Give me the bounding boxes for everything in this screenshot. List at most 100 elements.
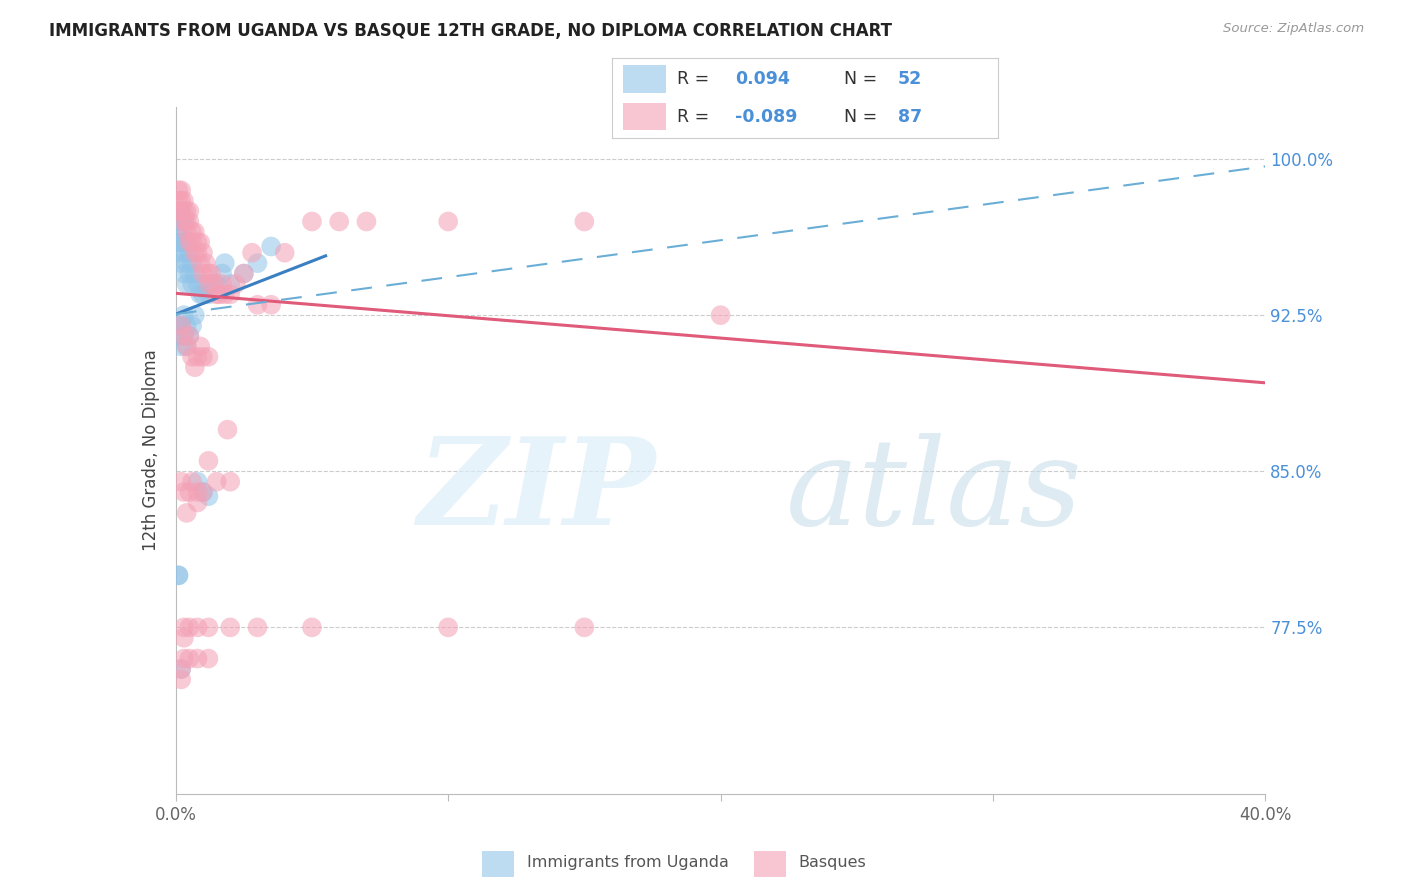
Point <box>176 277 198 291</box>
Point <box>170 673 193 687</box>
Point <box>167 568 190 582</box>
Point <box>186 495 209 509</box>
Point <box>191 350 214 364</box>
Point <box>186 350 209 364</box>
Point <box>167 204 190 219</box>
Point <box>181 256 204 270</box>
Text: N =: N = <box>844 108 877 126</box>
Point <box>205 287 228 301</box>
Point <box>191 267 214 281</box>
Point <box>188 287 211 301</box>
Point <box>179 329 201 343</box>
Point <box>194 277 217 291</box>
Point <box>188 339 211 353</box>
Point <box>246 298 269 312</box>
Point <box>170 662 193 676</box>
Point <box>170 183 193 197</box>
Point <box>200 267 222 281</box>
Point <box>219 277 242 291</box>
Point <box>176 204 198 219</box>
Point <box>179 214 201 228</box>
Point <box>179 651 201 665</box>
Point <box>173 620 195 634</box>
Point <box>205 475 228 489</box>
Point <box>197 350 219 364</box>
Point <box>179 204 201 219</box>
Point <box>173 235 195 250</box>
Point <box>173 651 195 665</box>
Point <box>197 454 219 468</box>
Point <box>173 485 195 500</box>
Text: 87: 87 <box>898 108 922 126</box>
Point <box>186 620 209 634</box>
Point <box>167 245 190 260</box>
Point <box>167 194 190 208</box>
Point <box>173 329 195 343</box>
Point <box>173 267 195 281</box>
Point <box>186 475 209 489</box>
Point <box>181 475 204 489</box>
Point <box>167 183 190 197</box>
Point <box>167 214 190 228</box>
Point <box>194 256 217 270</box>
Text: Basques: Basques <box>799 855 866 870</box>
Point <box>186 651 209 665</box>
Point <box>211 277 233 291</box>
Point <box>219 287 242 301</box>
Point <box>301 620 323 634</box>
Point <box>170 256 193 270</box>
Point <box>184 308 207 322</box>
Point <box>170 225 193 239</box>
Point <box>211 267 233 281</box>
Point <box>181 225 204 239</box>
Point <box>197 267 219 281</box>
Point <box>173 214 195 228</box>
Point <box>710 308 733 322</box>
Point <box>181 318 204 333</box>
Point <box>191 245 214 260</box>
Point <box>167 318 190 333</box>
Point <box>173 329 195 343</box>
Point <box>260 239 283 253</box>
Point <box>176 235 198 250</box>
Point <box>200 277 222 291</box>
Point <box>574 620 596 634</box>
Point <box>176 256 198 270</box>
Point <box>191 485 214 500</box>
Point <box>170 662 193 676</box>
Point <box>167 225 190 239</box>
Point <box>260 298 283 312</box>
Point <box>170 475 193 489</box>
Point <box>179 620 201 634</box>
Text: R =: R = <box>678 70 710 87</box>
Point <box>217 423 239 437</box>
Bar <box>623 65 666 93</box>
Point <box>170 194 193 208</box>
Point <box>197 651 219 665</box>
Point <box>188 235 211 250</box>
Text: R =: R = <box>678 108 710 126</box>
Point <box>179 329 201 343</box>
Point <box>274 245 297 260</box>
Point <box>173 631 195 645</box>
Point <box>186 485 209 500</box>
Point <box>176 339 198 353</box>
Point <box>184 267 207 281</box>
Point <box>219 620 242 634</box>
Text: 0.094: 0.094 <box>735 70 790 87</box>
Point <box>176 339 198 353</box>
Point <box>170 204 193 219</box>
Point <box>246 620 269 634</box>
Point <box>181 235 204 250</box>
Point <box>167 204 190 219</box>
Text: 52: 52 <box>898 70 922 87</box>
Point <box>184 245 207 260</box>
Point <box>214 287 236 301</box>
Bar <box>623 103 666 130</box>
Text: atlas: atlas <box>786 433 1083 550</box>
Point <box>214 256 236 270</box>
Text: Immigrants from Uganda: Immigrants from Uganda <box>527 855 728 870</box>
Point <box>197 277 219 291</box>
Point <box>328 214 350 228</box>
Point <box>170 235 193 250</box>
